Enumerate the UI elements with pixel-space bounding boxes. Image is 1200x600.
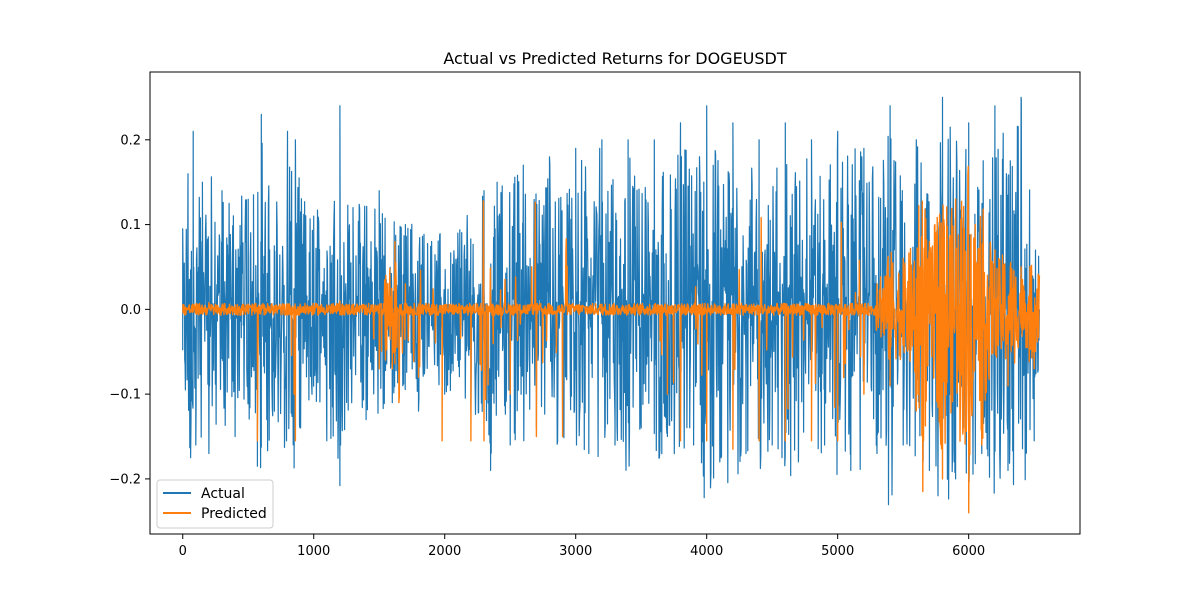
- series-line-predicted: [182, 165, 1041, 514]
- y-tick-label: −0.2: [109, 472, 141, 487]
- chart-title: Actual vs Predicted Returns for DOGEUSDT: [443, 49, 787, 68]
- x-tick-label: 4000: [690, 544, 723, 559]
- legend: Actual Predicted: [156, 479, 274, 529]
- y-tick-label: 0.0: [120, 303, 141, 318]
- x-tick-label: 0: [179, 544, 187, 559]
- y-tick-label: −0.1: [109, 388, 141, 403]
- y-tick-label: 0.2: [120, 133, 141, 148]
- x-axis: 0 1000 2000 3000 4000 5000 6000: [179, 534, 985, 559]
- x-tick-label: 1000: [297, 544, 330, 559]
- y-tick-label: 0.1: [120, 218, 141, 233]
- x-tick-label: 3000: [559, 544, 592, 559]
- x-tick-label: 5000: [821, 544, 854, 559]
- series-layer: [182, 96, 1041, 514]
- y-axis: −0.2 −0.1 0.0 0.1 0.2: [109, 133, 150, 487]
- plot-border: [149, 71, 1081, 535]
- x-tick-label: 2000: [428, 544, 461, 559]
- legend-label-predicted: Predicted: [201, 506, 267, 522]
- x-tick-label: 6000: [952, 544, 985, 559]
- series-line-actual: [182, 96, 1040, 506]
- legend-label-actual: Actual: [201, 486, 245, 502]
